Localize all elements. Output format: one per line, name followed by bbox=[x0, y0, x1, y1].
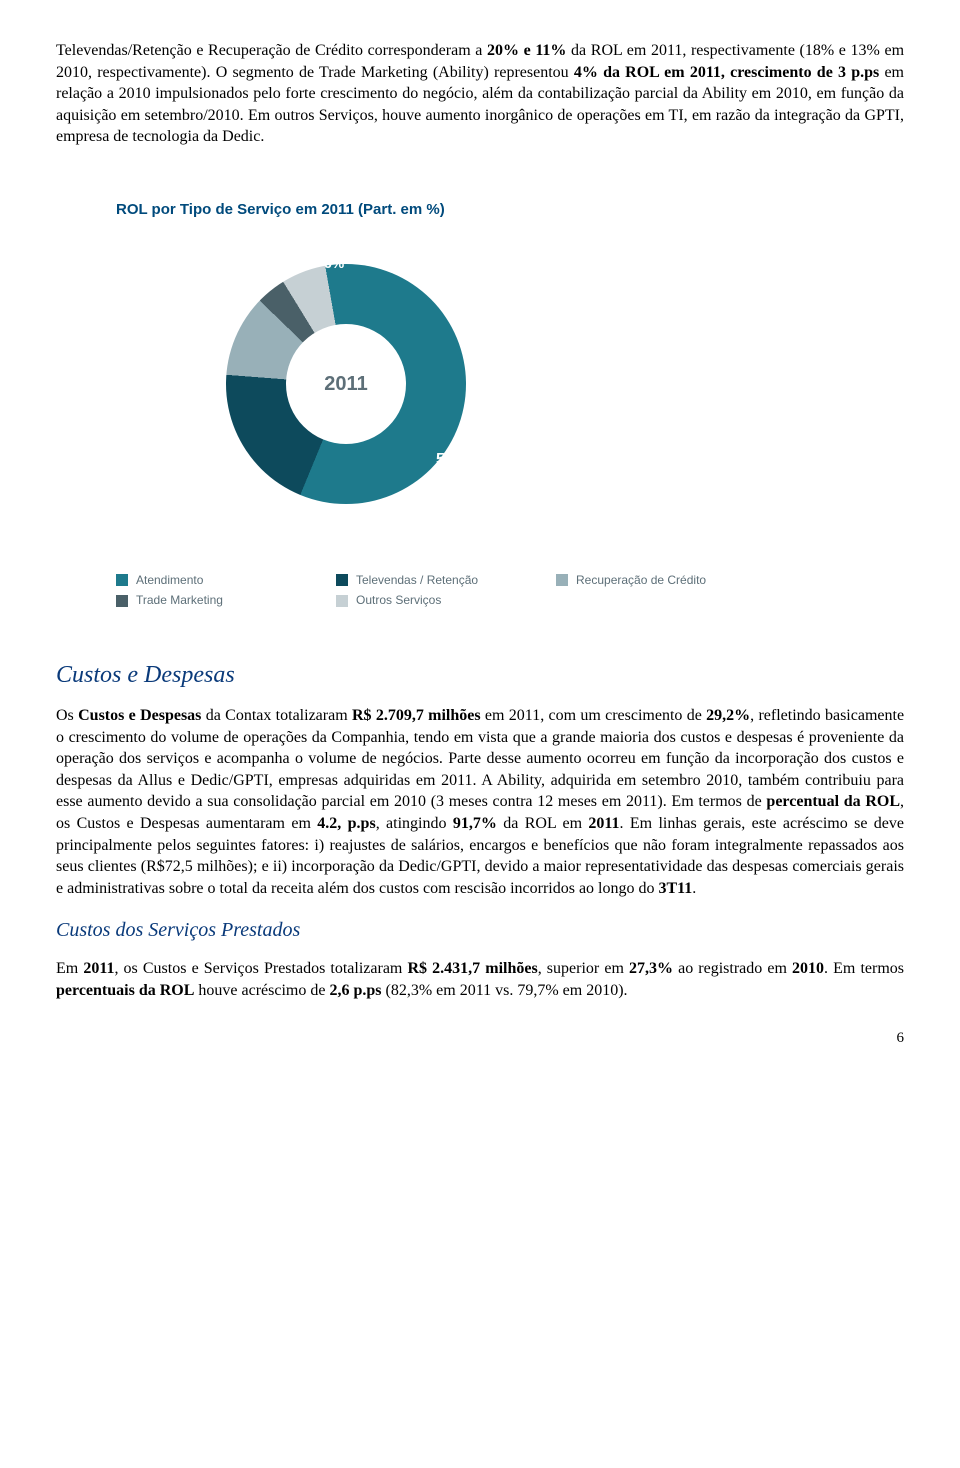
p3-l: 2,6 p.ps bbox=[329, 982, 381, 999]
p2-p: 3T11 bbox=[659, 880, 693, 897]
pct-televendas: 20% bbox=[204, 444, 236, 466]
p2-k: , atingindo bbox=[376, 815, 453, 832]
p2-n: 2011 bbox=[588, 815, 619, 832]
p3-h: 2010 bbox=[792, 960, 824, 977]
p3-g: ao registrado em bbox=[673, 960, 792, 977]
legend-item: Outros Serviços bbox=[336, 592, 496, 608]
p2-e: em 2011, com um crescimento de bbox=[481, 707, 707, 724]
legend-item: Recuperação de Crédito bbox=[556, 572, 716, 588]
p3-c: , os Custos e Serviços Prestados totaliz… bbox=[114, 960, 407, 977]
p2-d: R$ 2.709,7 milhões bbox=[352, 707, 481, 724]
p2-j: 4.2, p.ps bbox=[317, 815, 375, 832]
p1-a: Televendas/Retenção e Recuperação de Cré… bbox=[56, 42, 487, 59]
legend-item: Televendas / Retenção bbox=[336, 572, 496, 588]
p3-k: houve acréscimo de bbox=[194, 982, 329, 999]
legend-label: Trade Marketing bbox=[136, 592, 223, 608]
p3-f: 27,3% bbox=[629, 960, 673, 977]
p2-m: da ROL em bbox=[497, 815, 589, 832]
donut-chart: 2011 59% 20% 11% 4% 6% bbox=[106, 244, 526, 544]
pct-trade: 4% bbox=[278, 259, 298, 278]
p2-q: . bbox=[692, 880, 696, 897]
p3-a: Em bbox=[56, 960, 83, 977]
p3-m: (82,3% em 2011 vs. 79,7% em 2010). bbox=[381, 982, 627, 999]
legend-label: Outros Serviços bbox=[356, 592, 441, 608]
p2-b: Custos e Despesas bbox=[78, 707, 201, 724]
p3-b: 2011 bbox=[83, 960, 114, 977]
page-number: 6 bbox=[56, 1028, 904, 1048]
p2-l: 91,7% bbox=[453, 815, 497, 832]
p1-d: 4% da ROL em 2011, crescimento de 3 p.ps bbox=[574, 64, 879, 81]
swatch-icon bbox=[116, 574, 128, 586]
p2-a: Os bbox=[56, 707, 78, 724]
swatch-icon bbox=[556, 574, 568, 586]
chart-title: ROL por Tipo de Serviço em 2011 (Part. e… bbox=[116, 200, 904, 220]
p1-b: 20% e 11% bbox=[487, 42, 566, 59]
swatch-icon bbox=[336, 574, 348, 586]
pct-recuperacao: 11% bbox=[198, 324, 229, 346]
swatch-icon bbox=[116, 595, 128, 607]
section-heading-custos-despesas: Custos e Despesas bbox=[56, 659, 904, 691]
donut-center-label: 2011 bbox=[286, 324, 406, 444]
swatch-icon bbox=[336, 595, 348, 607]
pct-outros: 6% bbox=[324, 254, 344, 273]
p2-h: percentual da ROL bbox=[766, 793, 900, 810]
legend-item: Atendimento bbox=[116, 572, 276, 588]
custos-paragraph: Os Custos e Despesas da Contax totalizar… bbox=[56, 705, 904, 899]
legend-item: Trade Marketing bbox=[116, 592, 276, 608]
servicos-paragraph: Em 2011, os Custos e Serviços Prestados … bbox=[56, 958, 904, 1001]
p3-i: . Em termos bbox=[824, 960, 904, 977]
legend-label: Televendas / Retenção bbox=[356, 572, 478, 588]
p3-e: , superior em bbox=[538, 960, 629, 977]
pct-atendimento: 59% bbox=[436, 449, 468, 471]
legend-label: Atendimento bbox=[136, 572, 203, 588]
p3-j: percentuais da ROL bbox=[56, 982, 194, 999]
p2-c: da Contax totalizaram bbox=[201, 707, 352, 724]
subsection-heading-custos-servicos: Custos dos Serviços Prestados bbox=[56, 917, 904, 944]
legend-label: Recuperação de Crédito bbox=[576, 572, 706, 588]
p2-f: 29,2% bbox=[706, 707, 750, 724]
chart-legend: Atendimento Televendas / Retenção Recupe… bbox=[116, 572, 904, 608]
intro-paragraph: Televendas/Retenção e Recuperação de Cré… bbox=[56, 40, 904, 148]
p3-d: R$ 2.431,7 milhões bbox=[407, 960, 537, 977]
